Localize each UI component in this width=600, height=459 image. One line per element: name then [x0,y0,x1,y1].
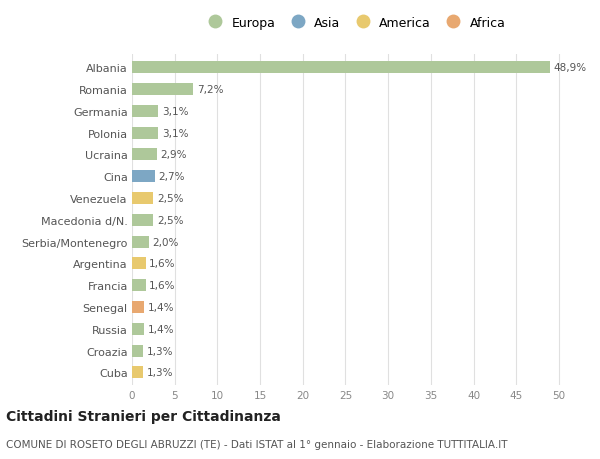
Text: 7,2%: 7,2% [197,85,223,95]
Text: 1,3%: 1,3% [146,368,173,377]
Text: 2,9%: 2,9% [160,150,187,160]
Text: 48,9%: 48,9% [553,63,586,73]
Text: 1,6%: 1,6% [149,259,176,269]
Bar [132,171,155,183]
Bar [132,193,154,205]
Bar [132,106,158,118]
Bar [132,258,146,270]
Text: 3,1%: 3,1% [162,106,188,117]
Bar [132,236,149,248]
Bar [132,149,157,161]
Bar [132,128,158,140]
Text: 1,3%: 1,3% [146,346,173,356]
Text: 3,1%: 3,1% [162,129,188,138]
Text: 1,4%: 1,4% [148,324,174,334]
Bar [132,214,154,226]
Text: 2,0%: 2,0% [152,237,179,247]
Text: 2,5%: 2,5% [157,215,183,225]
Legend: Europa, Asia, America, Africa: Europa, Asia, America, Africa [197,12,511,35]
Bar [132,62,550,74]
Bar [132,301,144,313]
Text: Cittadini Stranieri per Cittadinanza: Cittadini Stranieri per Cittadinanza [6,409,281,423]
Bar [132,280,146,291]
Bar [132,345,143,357]
Bar [132,323,144,335]
Text: COMUNE DI ROSETO DEGLI ABRUZZI (TE) - Dati ISTAT al 1° gennaio - Elaborazione TU: COMUNE DI ROSETO DEGLI ABRUZZI (TE) - Da… [6,440,508,449]
Text: 1,6%: 1,6% [149,280,176,291]
Text: 1,4%: 1,4% [148,302,174,312]
Bar [132,367,143,379]
Bar [132,84,193,96]
Text: 2,5%: 2,5% [157,194,183,204]
Text: 2,7%: 2,7% [158,172,185,182]
